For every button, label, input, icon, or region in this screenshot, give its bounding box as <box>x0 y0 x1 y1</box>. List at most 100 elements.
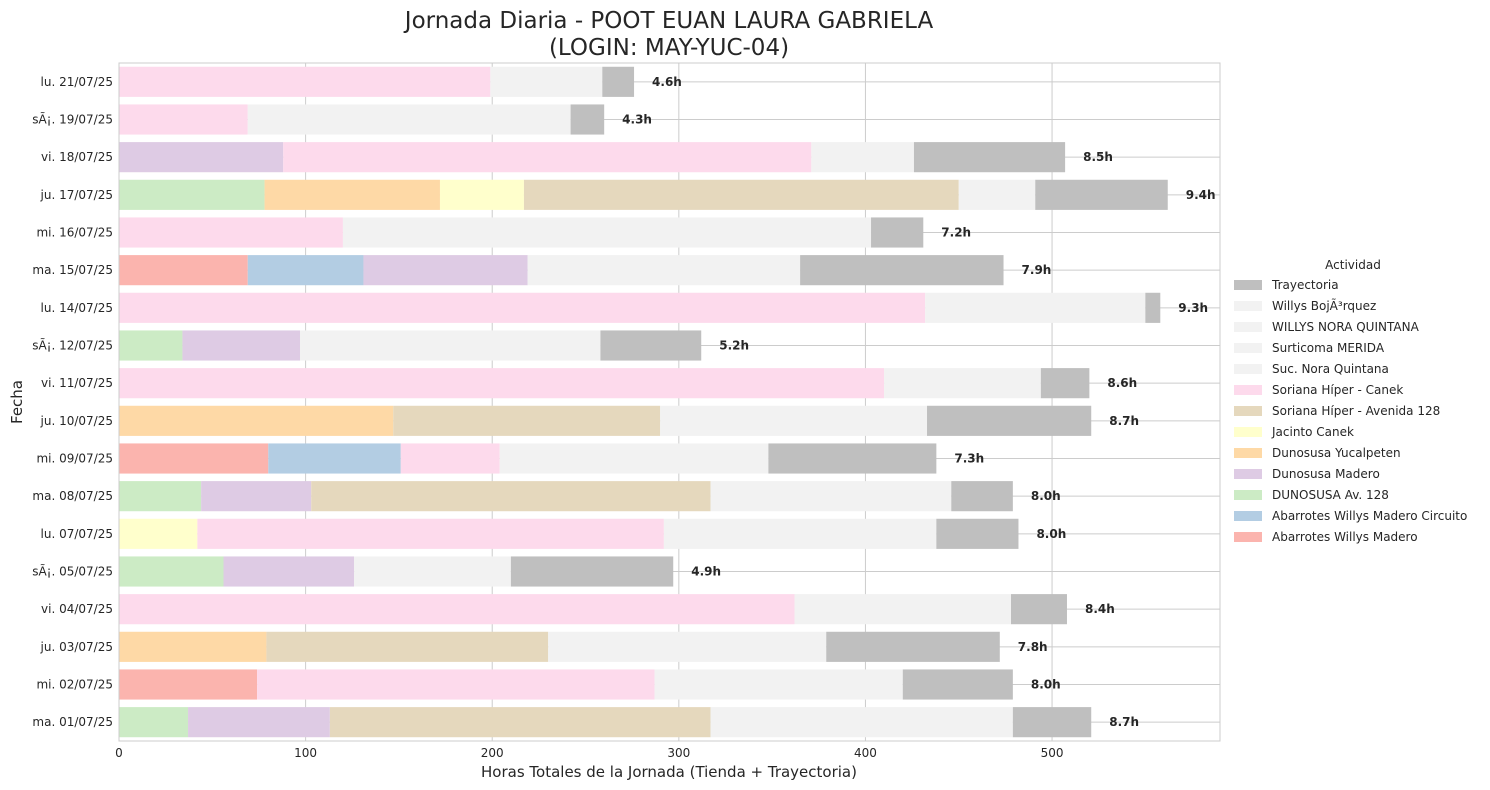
bar-total-label: 8.4h <box>1085 602 1115 616</box>
y-tick-labels: lu. 21/07/25 sÃ¡. 19/07/25 vi. 18/07/25 ju.… <box>32 75 113 729</box>
total-labels: 4.6h 4.3h 8.5h 9.4h 7.2h 7.9h 9.3h 5.2h 8.6h 8.7h… <box>622 75 1215 729</box>
x-axis-label: Horas Totales de la Jornada (Tienda + Tr… <box>481 763 857 781</box>
bar-segment <box>527 255 801 286</box>
legend-swatch <box>1234 448 1262 458</box>
bar-segment <box>602 66 635 97</box>
bar-segment <box>197 518 664 549</box>
legend-title: Actividad <box>1325 258 1381 272</box>
bar-segment <box>768 443 937 474</box>
bar-segment <box>660 405 928 436</box>
y-tick-label: sÃ¡. 19/07/25 <box>32 112 113 127</box>
bar-segment <box>119 518 198 549</box>
bar-segment <box>1012 707 1092 738</box>
bar-total-label: 4.9h <box>691 565 721 579</box>
y-tick-label: vi. 04/07/25 <box>41 602 113 616</box>
y-tick-label: mi. 02/07/25 <box>36 678 113 692</box>
bar-segment <box>300 330 601 361</box>
bar-segment <box>871 217 924 248</box>
bar-segment <box>400 443 500 474</box>
bar-total-label: 8.7h <box>1109 715 1139 729</box>
y-tick-label: ju. 10/07/25 <box>40 414 113 428</box>
chart-title: Jornada Diaria - POOT EUAN LAURA GABRIEL… <box>403 8 934 34</box>
y-tick-label: mi. 16/07/25 <box>36 226 113 240</box>
y-tick-label: ma. 15/07/25 <box>32 263 113 277</box>
bar-total-label: 7.8h <box>1018 640 1048 654</box>
bar-segment <box>119 556 224 587</box>
bar-segment <box>119 594 795 625</box>
bar-total-label: 4.3h <box>622 113 652 127</box>
bar-segment <box>119 66 491 97</box>
bar-segment <box>201 481 312 512</box>
bar-segment <box>329 707 711 738</box>
bar-segment <box>119 443 269 474</box>
legend-entry-label: Surticoma MERIDA <box>1272 341 1385 355</box>
bar-segment <box>794 594 1011 625</box>
bar-segment <box>119 631 267 662</box>
x-tick-label: 100 <box>294 746 317 760</box>
bar-segment <box>264 179 440 210</box>
bar-segment <box>490 66 603 97</box>
bar-segment <box>510 556 674 587</box>
bar-segment <box>119 142 284 173</box>
bar-total-label: 9.3h <box>1178 301 1208 315</box>
x-tick-label: 500 <box>1041 746 1064 760</box>
bar-segment <box>119 179 265 210</box>
legend: Actividad Trayectoria Willys BojÃ³rquez WI… <box>1234 258 1467 544</box>
bar-segment <box>936 518 1019 549</box>
legend-swatch <box>1234 364 1262 374</box>
bar-total-label: 8.0h <box>1036 527 1066 541</box>
bar-total-label: 9.4h <box>1186 188 1216 202</box>
bar-segment <box>548 631 827 662</box>
legend-swatch <box>1234 469 1262 479</box>
legend-entry-label: Abarrotes Willys Madero Circuito <box>1272 509 1467 523</box>
bar-segment <box>800 255 1004 286</box>
bar-segment <box>1145 292 1161 323</box>
bar-total-label: 7.2h <box>941 226 971 240</box>
y-tick-label: lu. 21/07/25 <box>41 75 113 89</box>
bar-segment <box>247 104 571 135</box>
bar-segment <box>1040 368 1090 399</box>
bar-segment <box>119 481 202 512</box>
bar-segment <box>958 179 1036 210</box>
bar-segment <box>663 518 937 549</box>
bar-segment <box>311 481 711 512</box>
bar-total-label: 8.0h <box>1031 489 1061 503</box>
legend-swatch <box>1234 385 1262 395</box>
legend-entry-label: Suc. Nora Quintana <box>1272 362 1389 376</box>
bar-segment <box>247 255 364 286</box>
legend-swatch <box>1234 406 1262 416</box>
bar-segment <box>913 142 1066 173</box>
legend-entry-label: Dunosusa Madero <box>1272 467 1380 481</box>
y-tick-label: lu. 07/07/25 <box>41 527 113 541</box>
bar-segment <box>266 631 549 662</box>
x-tick-label: 400 <box>854 746 877 760</box>
bar-segment <box>1010 594 1067 625</box>
y-tick-label: vi. 18/07/25 <box>41 150 113 164</box>
y-tick-label: sÃ¡. 12/07/25 <box>32 338 113 353</box>
bar-segment <box>927 405 1092 436</box>
legend-swatch <box>1234 532 1262 542</box>
legend-swatch <box>1234 343 1262 353</box>
bar-total-label: 7.3h <box>954 452 984 466</box>
legend-entry-label: Soriana Híper - Avenida 128 <box>1272 404 1440 418</box>
legend-entry-label: Willys BojÃ³rquez <box>1272 298 1376 313</box>
bar-segment <box>523 179 959 210</box>
bar-segment <box>811 142 914 173</box>
y-tick-label: ma. 01/07/25 <box>32 715 113 729</box>
bar-segment <box>354 556 511 587</box>
bar-segment <box>826 631 1000 662</box>
bar-segment <box>119 104 248 135</box>
bar-segment <box>654 669 903 700</box>
bar-segment <box>393 405 661 436</box>
legend-entry-label: Abarrotes Willys Madero <box>1272 530 1418 544</box>
legend-swatch <box>1234 490 1262 500</box>
bar-total-label: 8.5h <box>1083 150 1113 164</box>
bar-segment <box>119 707 189 738</box>
bar-total-label: 7.9h <box>1022 263 1052 277</box>
bar-segment <box>182 330 301 361</box>
bar-segment <box>439 179 524 210</box>
bar-segment <box>119 292 926 323</box>
legend-swatch <box>1234 511 1262 521</box>
bar-segment <box>710 481 952 512</box>
